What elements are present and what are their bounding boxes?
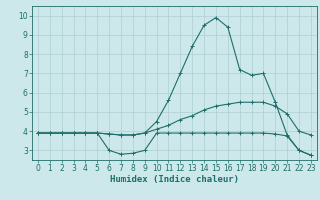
X-axis label: Humidex (Indice chaleur): Humidex (Indice chaleur) [110,175,239,184]
